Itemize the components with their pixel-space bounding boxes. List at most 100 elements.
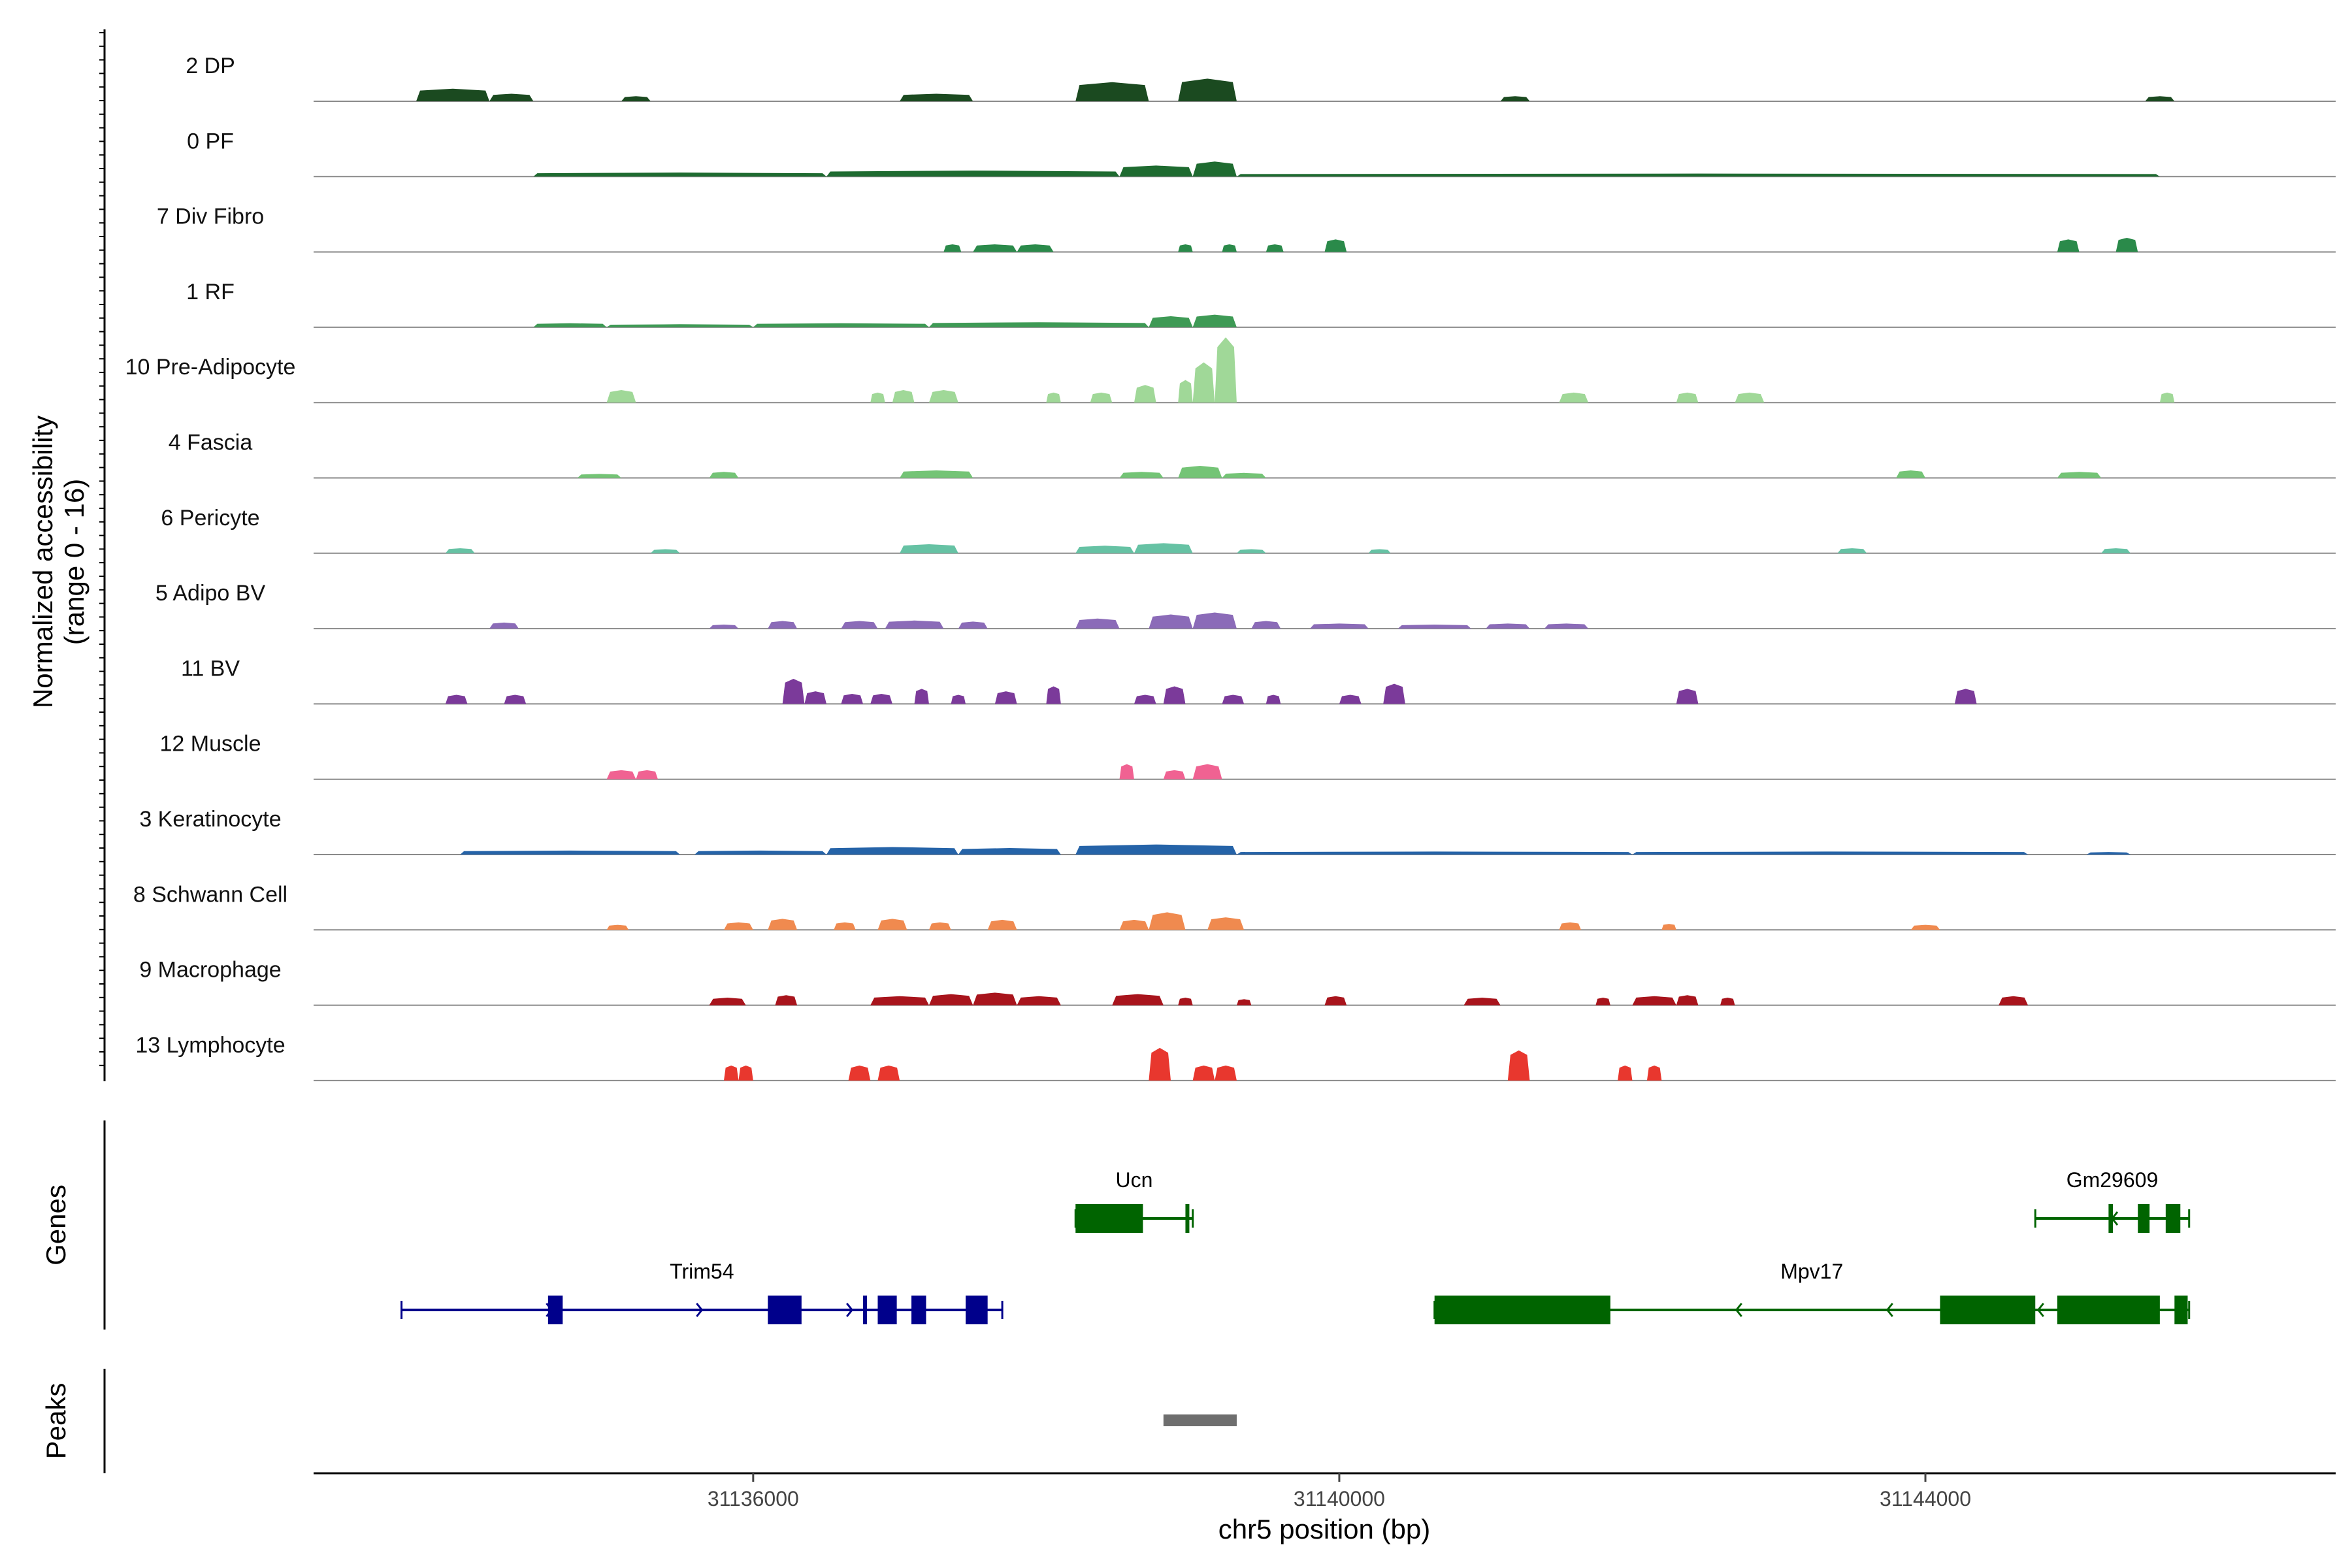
- coverage-peak: [1222, 694, 1245, 704]
- coverage-peak: [1837, 548, 1867, 553]
- exon: [2108, 1204, 2114, 1233]
- x-tick-label: 31136000: [708, 1487, 799, 1511]
- exon: [1185, 1204, 1190, 1233]
- coverage-peak: [1134, 385, 1156, 403]
- coverage-peak: [1559, 922, 1581, 930]
- coverage-peak: [973, 244, 1017, 252]
- coverage-peak: [994, 691, 1017, 704]
- coverage-peak: [900, 93, 973, 101]
- coverage-peak: [1661, 924, 1676, 930]
- y-axis-range: (range 0 - 16): [59, 479, 90, 645]
- coverage-peak: [1632, 996, 1676, 1005]
- exon: [2174, 1296, 2188, 1324]
- peaks-track-label: Peaks: [41, 1383, 71, 1460]
- track-label: 1 RF: [186, 280, 235, 304]
- coverage-peak: [1222, 472, 1266, 478]
- coverage-peak: [1324, 239, 1347, 252]
- exon: [1434, 1296, 1610, 1324]
- track-label: 0 PF: [187, 129, 234, 154]
- coverage-peak: [1676, 995, 1699, 1005]
- coverage-peak: [1544, 623, 1589, 629]
- track-label: 3 Keratinocyte: [139, 807, 281, 832]
- coverage-peak: [1632, 851, 2029, 855]
- coverage-peak: [1075, 618, 1120, 629]
- coverage-peak: [1192, 362, 1215, 403]
- coverage-peak: [900, 470, 973, 478]
- coverage-peak: [2086, 852, 2131, 855]
- coverage-peak: [1075, 82, 1149, 101]
- coverage-peak: [900, 544, 958, 553]
- coverage-peak: [489, 622, 519, 629]
- coverage-peak: [753, 323, 929, 327]
- coverage-peak: [870, 392, 885, 403]
- exon: [1940, 1296, 2036, 1324]
- coverage-peak: [1236, 549, 1266, 553]
- coverage-peak: [928, 994, 973, 1005]
- coverage-peak: [489, 93, 534, 101]
- exon: [547, 1296, 563, 1324]
- coverage-peak: [1251, 621, 1281, 629]
- coverage-peak: [914, 689, 929, 704]
- coverage-peak: [606, 324, 753, 327]
- coverage-peak: [892, 389, 915, 403]
- coverage-peak: [504, 694, 527, 704]
- coverage-peak: [577, 474, 621, 478]
- coverage-peak: [1999, 996, 2029, 1005]
- coverage-peak: [1046, 686, 1061, 704]
- coverage-peak: [1192, 314, 1237, 327]
- track-label: 13 Lymphocyte: [135, 1033, 285, 1058]
- peak-regions: [1163, 1414, 1237, 1426]
- coverage-peak: [1119, 764, 1134, 779]
- coverage-peak: [928, 922, 951, 930]
- coverage-peak: [650, 549, 680, 553]
- coverage-peak: [1075, 844, 1237, 855]
- track-label: 5 Adipo BV: [155, 581, 266, 606]
- gene-label: Ucn: [1115, 1168, 1152, 1192]
- x-axis-ticks: 31136000 31140000 31144000: [708, 1473, 1971, 1511]
- coverage-peak: [1236, 851, 1633, 855]
- coverage-peak: [1618, 1065, 1633, 1081]
- coverage-peak: [606, 924, 629, 930]
- coverage-peak: [1075, 546, 1134, 553]
- coverage-peak: [1192, 161, 1237, 177]
- coverage-peak: [2159, 392, 2175, 403]
- coverage-peak: [1215, 1065, 1237, 1081]
- coverage-peak: [1178, 380, 1193, 403]
- strand-arrow: [696, 1303, 704, 1317]
- coverage-peak: [1178, 998, 1193, 1005]
- coverage-peak: [1163, 770, 1186, 779]
- coverage-peak: [1236, 999, 1252, 1005]
- coverage-peak: [1559, 392, 1589, 403]
- exon: [2057, 1296, 2160, 1324]
- exon: [863, 1296, 868, 1324]
- coverage-peak: [1119, 472, 1164, 478]
- coverage-peak: [768, 621, 798, 629]
- coverage-peak: [606, 389, 636, 403]
- coverage-peak: [1236, 173, 2160, 177]
- track-label: 9 Macrophage: [139, 958, 281, 983]
- coverage-peak: [826, 847, 958, 855]
- coverage-peak: [1149, 316, 1193, 327]
- coverage-peak: [958, 621, 988, 629]
- coverage-peak: [1595, 998, 1610, 1005]
- coverage-peak: [1646, 1065, 1662, 1081]
- coverage-tracks: [314, 78, 2336, 1081]
- track-label: 10 Pre-Adipocyte: [125, 355, 296, 380]
- track-label: 2 DP: [186, 54, 235, 78]
- coverage-peak: [460, 850, 680, 855]
- coverage-peak: [606, 770, 636, 779]
- gene-label: Gm29609: [2066, 1168, 2159, 1192]
- coverage-peak: [1112, 994, 1164, 1005]
- coverage-peak: [1207, 917, 1245, 930]
- coverage-peak: [1178, 244, 1193, 252]
- coverage-peak: [2115, 238, 2138, 252]
- coverage-peak: [2057, 239, 2080, 252]
- coverage-peak: [723, 922, 753, 930]
- coverage-peak: [1500, 96, 1530, 101]
- coverage-peak: [1134, 694, 1156, 704]
- coverage-peak: [2057, 472, 2102, 478]
- coverage-peak: [1163, 686, 1186, 704]
- track-label: 8 Schwann Cell: [133, 882, 287, 907]
- coverage-peak: [1896, 470, 1926, 478]
- coverage-peak: [1266, 244, 1284, 252]
